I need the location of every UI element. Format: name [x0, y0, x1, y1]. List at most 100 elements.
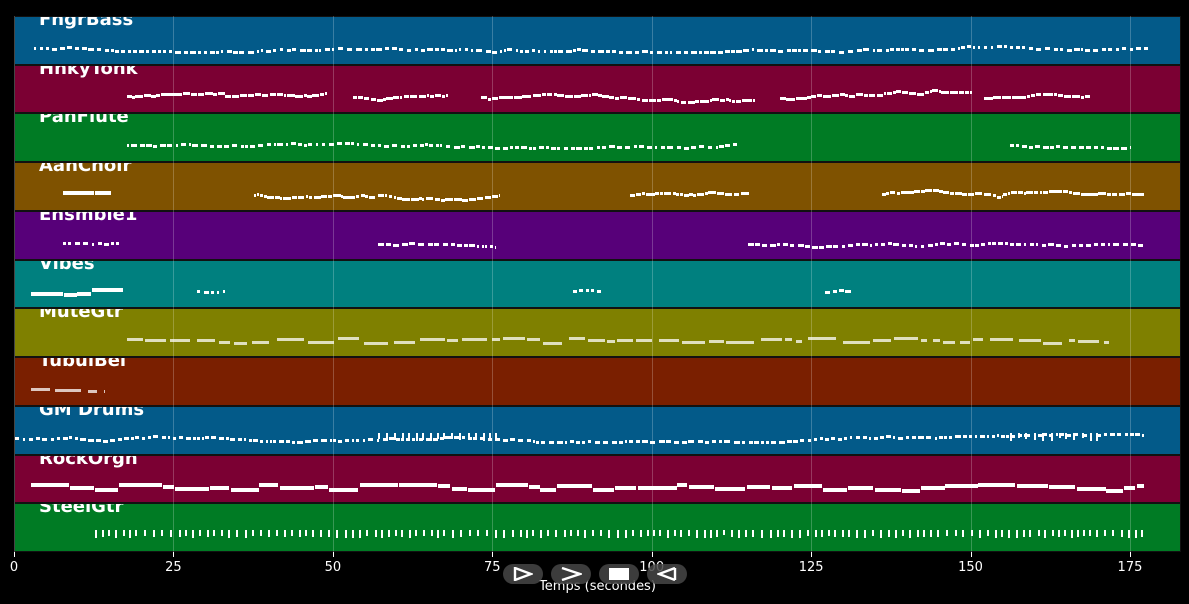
- piano-roll: FngrBass HnkyTonk PanFlute AahChoir Ensmble1…: [14, 16, 1181, 552]
- back-button[interactable]: [647, 564, 687, 584]
- note: [936, 47, 942, 51]
- gridline: [1129, 16, 1131, 552]
- note: [612, 50, 617, 54]
- note: [415, 530, 418, 536]
- note: [110, 48, 114, 52]
- note: [635, 51, 640, 55]
- note: [590, 49, 595, 53]
- note: [819, 246, 825, 250]
- note: [313, 196, 321, 200]
- note: [359, 482, 399, 487]
- note: [761, 441, 764, 445]
- note: [1134, 433, 1141, 437]
- note: [307, 341, 334, 345]
- note: [737, 530, 740, 539]
- note: [921, 190, 925, 194]
- note: [807, 438, 812, 442]
- note: [175, 50, 181, 54]
- note: [386, 243, 392, 247]
- note: [1008, 192, 1011, 196]
- track-steelgtr: SteelGtr: [14, 503, 1181, 552]
- note: [597, 289, 602, 293]
- note: [370, 98, 376, 102]
- note: [698, 50, 703, 54]
- forward-button[interactable]: [551, 564, 591, 584]
- note: [594, 440, 601, 444]
- note: [1010, 191, 1018, 195]
- stop-button[interactable]: [599, 564, 639, 584]
- note: [1042, 93, 1051, 97]
- note: [557, 93, 562, 97]
- note: [343, 195, 351, 199]
- note: [831, 50, 836, 54]
- track-name: RockOrgn: [39, 454, 138, 469]
- note: [813, 437, 817, 441]
- note: [1001, 194, 1004, 198]
- note: [132, 95, 135, 99]
- note: [972, 46, 975, 50]
- note: [856, 243, 860, 247]
- note: [575, 441, 581, 445]
- note: [153, 144, 157, 148]
- note: [814, 530, 817, 537]
- note: [598, 49, 604, 53]
- note: [1009, 144, 1015, 148]
- note: [144, 530, 147, 537]
- note: [1035, 243, 1039, 247]
- note: [792, 49, 797, 53]
- note: [204, 51, 208, 55]
- note: [893, 242, 899, 246]
- note: [569, 440, 574, 444]
- note: [224, 144, 230, 148]
- note: [704, 51, 709, 55]
- gridline: [14, 16, 15, 552]
- note: [684, 146, 689, 150]
- note: [130, 144, 137, 148]
- note: [1084, 49, 1090, 53]
- note: [650, 440, 656, 444]
- track-rockorgn: RockOrgn: [14, 454, 1181, 504]
- note: [765, 49, 768, 53]
- note: [776, 243, 781, 247]
- play-button[interactable]: [503, 564, 543, 584]
- note: [399, 483, 438, 488]
- note: [996, 44, 1002, 48]
- note: [236, 530, 239, 537]
- note: [807, 337, 836, 341]
- note: [328, 530, 331, 538]
- note: [983, 193, 992, 197]
- note: [88, 47, 95, 51]
- note: [588, 339, 605, 343]
- note: [1017, 433, 1020, 439]
- note: [667, 146, 673, 150]
- note: [838, 50, 845, 54]
- note: [257, 193, 260, 197]
- gridline: [492, 16, 494, 552]
- note: [936, 530, 939, 538]
- note: [111, 241, 114, 245]
- note: [260, 49, 263, 53]
- note: [864, 530, 867, 538]
- note: [761, 337, 782, 341]
- track-name: GM Drums: [39, 405, 145, 420]
- note: [896, 192, 900, 196]
- note: [405, 438, 411, 442]
- note: [74, 242, 81, 246]
- note: [635, 193, 642, 197]
- note: [1129, 47, 1133, 51]
- note: [1018, 96, 1027, 100]
- note: [855, 530, 858, 538]
- note: [1022, 530, 1025, 537]
- note: [320, 439, 327, 443]
- note: [201, 144, 207, 148]
- note: [886, 48, 890, 52]
- note: [402, 433, 405, 440]
- note: [115, 49, 120, 53]
- note: [1112, 530, 1115, 537]
- note: [771, 486, 793, 491]
- note: [945, 530, 948, 537]
- note: [862, 436, 867, 440]
- note: [384, 145, 390, 149]
- note: [1044, 47, 1051, 51]
- note: [601, 145, 606, 149]
